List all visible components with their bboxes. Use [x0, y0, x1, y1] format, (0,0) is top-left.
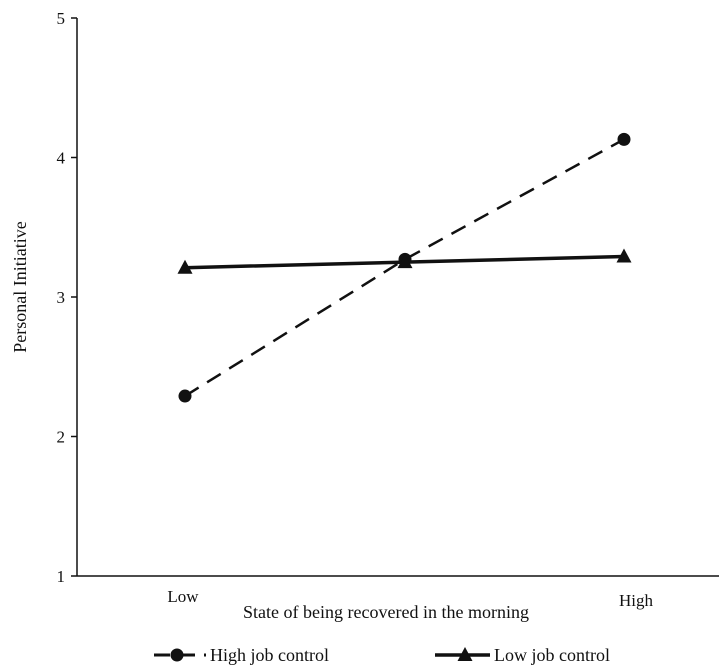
series-line — [184, 138, 625, 398]
legend-marker — [170, 648, 184, 662]
data-point — [177, 259, 193, 274]
x-category-label: High — [619, 591, 654, 610]
x-axis-title: State of being recovered in the morning — [243, 602, 529, 622]
x-category-label: Low — [167, 587, 199, 606]
series-layer — [177, 132, 632, 403]
legend-label: High job control — [210, 645, 329, 665]
y-ticks: 1 2 3 4 5 — [57, 9, 77, 586]
y-tick-label: 3 — [57, 288, 66, 307]
data-point — [616, 248, 632, 263]
data-point — [178, 389, 192, 403]
x-category-labels: Low High — [167, 587, 653, 610]
legend-item: High job control — [154, 645, 329, 665]
y-axis-title: Personal Initiative — [10, 221, 30, 352]
axes — [76, 18, 719, 577]
series-2 — [177, 248, 632, 274]
y-tick-label: 4 — [57, 149, 66, 168]
y-tick-label: 5 — [57, 9, 66, 28]
y-tick-label: 2 — [57, 428, 66, 447]
legend-item: Low job control — [435, 645, 610, 665]
y-tick-label: 1 — [57, 567, 66, 586]
legend: High job control Low job control — [154, 645, 610, 665]
legend-label: Low job control — [494, 645, 610, 665]
data-point — [397, 254, 413, 269]
data-point — [617, 132, 631, 146]
legend-marker — [457, 647, 473, 661]
